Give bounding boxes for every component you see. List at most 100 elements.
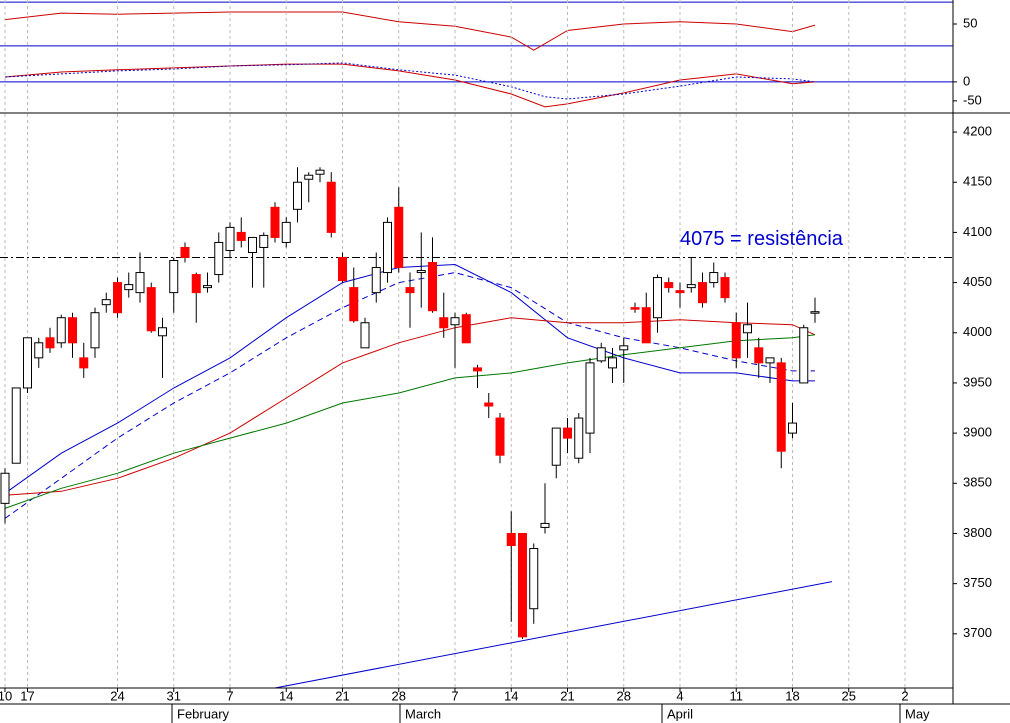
y-tick-label: 3900 bbox=[963, 425, 992, 440]
candle-body bbox=[225, 226, 235, 251]
candle-body bbox=[0, 472, 10, 504]
candle-body bbox=[34, 342, 44, 359]
candle-body bbox=[720, 277, 730, 299]
candle-body bbox=[709, 272, 719, 284]
candle-body bbox=[664, 282, 674, 289]
candle-body bbox=[191, 274, 201, 294]
y-tick-label: 4150 bbox=[963, 174, 992, 189]
month-label: April bbox=[667, 706, 693, 721]
y-tick-label: 3800 bbox=[963, 525, 992, 540]
candle-body bbox=[799, 327, 809, 384]
candle-body bbox=[90, 312, 100, 349]
candle-body bbox=[293, 181, 302, 210]
candle-body bbox=[146, 287, 156, 332]
x-tick-label: 18 bbox=[785, 688, 799, 703]
indicator-line bbox=[4, 263, 815, 494]
candle-body bbox=[461, 314, 471, 344]
candle-body bbox=[214, 241, 224, 276]
candle-body bbox=[731, 322, 741, 359]
candle-body bbox=[563, 427, 572, 439]
candle-body bbox=[506, 532, 516, 547]
x-tick-label: 31 bbox=[167, 688, 181, 703]
candle-body bbox=[101, 299, 111, 306]
y-tick-label: 3750 bbox=[963, 575, 992, 590]
candle-body bbox=[248, 236, 257, 253]
candle-body bbox=[574, 417, 584, 459]
month-label: March bbox=[405, 706, 441, 721]
candle-body bbox=[23, 337, 32, 389]
candle-body bbox=[540, 522, 550, 528]
month-label: February bbox=[177, 706, 230, 721]
candle-body bbox=[79, 357, 89, 369]
candle-body bbox=[383, 221, 392, 274]
candle-body bbox=[788, 422, 797, 434]
x-tick-label: 4 bbox=[676, 688, 683, 703]
y-tick-label: 4100 bbox=[963, 224, 992, 239]
y-tick-label: 3950 bbox=[963, 374, 992, 389]
candle-body bbox=[619, 345, 629, 351]
candle-body bbox=[315, 169, 325, 175]
candle-body bbox=[270, 206, 280, 238]
candle-body bbox=[326, 181, 336, 233]
y-tick-label: 0 bbox=[963, 73, 970, 88]
x-tick-label: 25 bbox=[842, 688, 856, 703]
y-tick-label: -50 bbox=[963, 92, 982, 107]
candle-body bbox=[450, 317, 460, 326]
candle-body bbox=[135, 272, 145, 294]
x-tick-label: 21 bbox=[560, 688, 574, 703]
indicator-line bbox=[4, 272, 815, 519]
x-tick-label: 28 bbox=[392, 688, 406, 703]
candle-body bbox=[608, 357, 617, 369]
candle-body bbox=[281, 221, 291, 243]
candle-body bbox=[653, 277, 662, 319]
candle-body bbox=[596, 347, 606, 362]
candle-body bbox=[698, 282, 707, 304]
annotation: 4075 = resistência bbox=[680, 228, 844, 250]
candle-body bbox=[518, 532, 527, 638]
candle-body bbox=[68, 317, 77, 344]
candle-body bbox=[360, 322, 370, 349]
candle-body bbox=[124, 284, 134, 291]
candle-body bbox=[641, 307, 651, 344]
candle-body bbox=[743, 324, 752, 334]
x-tick-label: 21 bbox=[335, 688, 349, 703]
candle-body bbox=[416, 270, 426, 274]
month-label: May bbox=[905, 706, 930, 721]
x-tick-label: 2 bbox=[901, 688, 908, 703]
candle-body bbox=[56, 317, 66, 344]
y-tick-label: 3700 bbox=[963, 625, 992, 640]
candle-body bbox=[169, 260, 179, 294]
y-tick-label: 4200 bbox=[963, 124, 992, 139]
candle-body bbox=[11, 387, 21, 464]
candle-body bbox=[304, 174, 314, 180]
candle-body bbox=[236, 231, 246, 241]
y-tick-label: 4000 bbox=[963, 324, 992, 339]
candle-body bbox=[428, 262, 437, 312]
candle-body bbox=[495, 417, 505, 456]
indicator-line bbox=[4, 334, 816, 509]
x-tick-label: 24 bbox=[110, 688, 124, 703]
y-tick-label: 50 bbox=[963, 15, 977, 30]
x-tick-label: 11 bbox=[730, 688, 744, 703]
y-tick-label: 4050 bbox=[963, 274, 992, 289]
candle-body bbox=[45, 337, 55, 349]
candle-body bbox=[439, 317, 449, 329]
candle-body bbox=[754, 347, 764, 364]
candle-body bbox=[675, 290, 685, 294]
candle-body bbox=[394, 206, 404, 269]
y-tick-label: 3850 bbox=[963, 475, 992, 490]
candle-body bbox=[338, 257, 347, 282]
candle-body bbox=[484, 402, 494, 407]
candle-body bbox=[371, 267, 381, 294]
candle-body bbox=[203, 285, 212, 289]
candle-body bbox=[686, 284, 696, 289]
x-tick-label: 7 bbox=[226, 688, 233, 703]
candle-body bbox=[529, 548, 539, 610]
x-tick-label: 7 bbox=[451, 688, 458, 703]
candle-body bbox=[765, 357, 775, 364]
candle-body bbox=[180, 246, 190, 259]
x-tick-label: 14 bbox=[504, 688, 518, 703]
candle-body bbox=[113, 282, 122, 314]
candle-body bbox=[630, 307, 640, 310]
